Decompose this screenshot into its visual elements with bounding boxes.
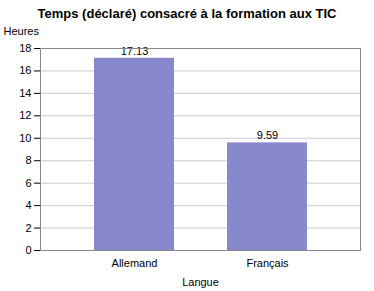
- svg-text:6: 6: [25, 177, 31, 189]
- svg-text:2: 2: [25, 222, 31, 234]
- svg-text:14: 14: [19, 87, 31, 99]
- svg-text:16: 16: [19, 64, 31, 76]
- svg-text:Heures: Heures: [4, 25, 40, 37]
- svg-text:Allemand: Allemand: [112, 257, 158, 269]
- svg-text:18: 18: [19, 42, 31, 54]
- svg-text:10: 10: [19, 132, 31, 144]
- svg-text:0: 0: [25, 244, 31, 256]
- svg-text:12: 12: [19, 109, 31, 121]
- svg-text:4: 4: [25, 199, 31, 211]
- svg-text:17.13: 17.13: [121, 45, 149, 57]
- svg-text:9.59: 9.59: [257, 129, 278, 141]
- html-text:Temps (déclaré) consacré à la: Temps (déclaré) consacré à la formation …: [37, 6, 337, 21]
- svg-text:8: 8: [25, 154, 31, 166]
- svg-text:Français: Français: [246, 257, 289, 269]
- svg-text:Langue: Langue: [182, 276, 219, 288]
